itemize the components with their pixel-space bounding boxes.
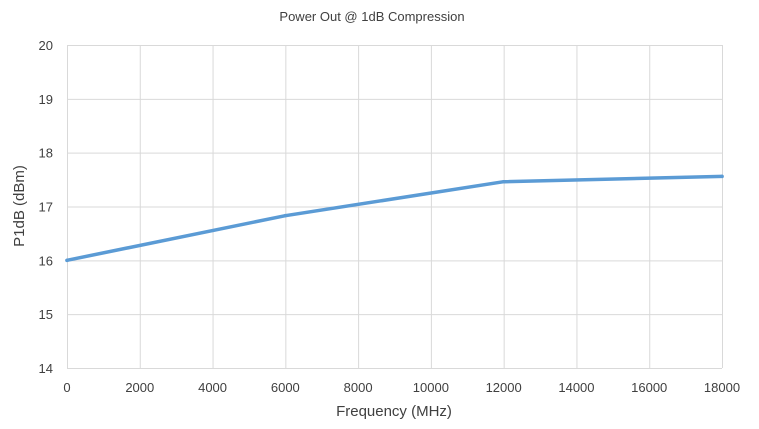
x-tick-label: 18000 [704,380,740,395]
y-tick-label: 20 [39,38,53,53]
x-tick-label: 8000 [344,380,373,395]
grid-lines [67,45,723,369]
series-layer [65,174,724,263]
y-tick-label: 19 [39,92,53,107]
data-point [283,213,288,218]
y-tick-label: 17 [39,200,53,215]
y-tick-label: 16 [39,253,53,268]
y-axis-title: P1dB (dBm) [11,165,28,247]
x-tick-label: 6000 [271,380,300,395]
x-tick-label: 14000 [558,380,594,395]
y-tick-label: 14 [39,361,53,376]
data-point [720,174,724,179]
y-tick-label: 18 [39,146,53,161]
x-tick-label: 10000 [413,380,449,395]
y-tick-label: 15 [39,307,53,322]
series-line [65,174,724,263]
x-tick-label: 12000 [486,380,522,395]
x-tick-label: 16000 [631,380,667,395]
tick-labels: 14 15 16 17 18 19 20 0 2000 4000 6000 8000 10000 1200… [39,38,741,395]
x-tick-label: 2000 [125,380,154,395]
chart-title: Power Out @ 1dB Compression [279,9,464,24]
data-point [65,258,69,263]
x-tick-label: 4000 [198,380,227,395]
x-tick-label: 0 [63,380,70,395]
data-point [501,179,506,184]
x-axis-title: Frequency (MHz) [336,403,452,420]
